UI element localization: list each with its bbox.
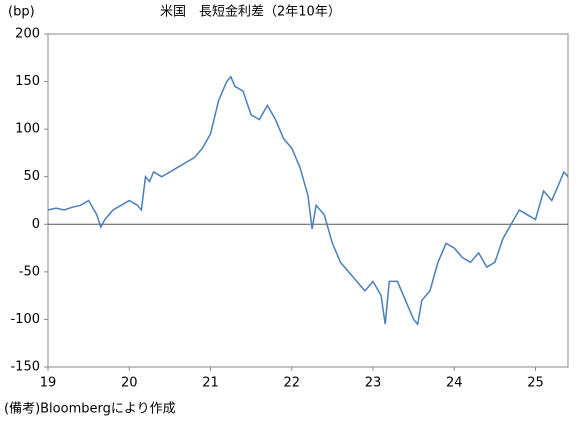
line bbox=[47, 75, 569, 326]
chart-title: 米国 長短金利差（2年10年） bbox=[160, 4, 341, 20]
x-tick-label: 20 bbox=[121, 376, 138, 391]
x-tick-label: 22 bbox=[283, 376, 300, 391]
x-tick-label: 23 bbox=[365, 376, 382, 391]
plot-frame bbox=[47, 33, 569, 368]
y-tick-label: 100 bbox=[15, 122, 40, 137]
x-tick-label: 21 bbox=[202, 376, 219, 391]
y-tick-label: 150 bbox=[15, 74, 40, 89]
x-tick-label: 19 bbox=[40, 376, 57, 391]
x-tick-label: 25 bbox=[527, 376, 544, 391]
note: (備考)Bloombergにより作成 bbox=[4, 401, 176, 417]
y-tick-label: -100 bbox=[10, 312, 40, 327]
y-tick-label: 0 bbox=[32, 217, 40, 232]
y-tick-label: -150 bbox=[10, 360, 40, 375]
x-tick-label: 24 bbox=[446, 376, 463, 391]
y-tick-label: -50 bbox=[19, 264, 40, 279]
y-tick-label: 50 bbox=[23, 169, 40, 184]
y-tick-label: 200 bbox=[15, 27, 40, 42]
y-unit: (bp) bbox=[8, 5, 35, 20]
